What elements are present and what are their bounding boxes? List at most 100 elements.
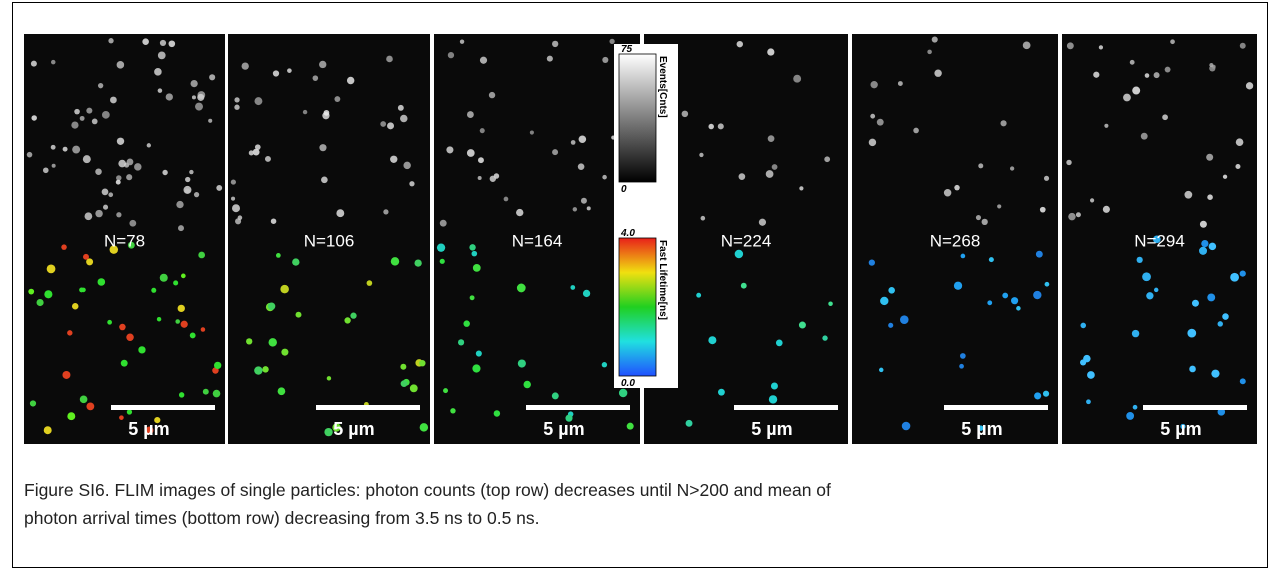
particle (738, 173, 746, 180)
particle (214, 361, 222, 370)
particle (1129, 59, 1135, 65)
particle (321, 176, 328, 184)
particle (390, 155, 398, 163)
particle (234, 104, 240, 110)
particle (1123, 93, 1131, 102)
particle (154, 68, 162, 76)
particle (334, 96, 341, 102)
particle (717, 388, 725, 396)
particle (577, 163, 585, 170)
particle (254, 366, 263, 375)
particle (120, 359, 128, 367)
colorbar-max: 75 (621, 44, 633, 55)
particle (1102, 205, 1110, 213)
particle (173, 280, 179, 286)
particle (601, 362, 608, 368)
particle (380, 121, 387, 127)
particle (447, 51, 455, 59)
particle (1153, 287, 1159, 293)
particle (189, 169, 194, 175)
particle (1170, 39, 1175, 45)
particle (195, 102, 203, 111)
particle (960, 253, 966, 259)
particle (626, 422, 634, 430)
particle (46, 264, 56, 274)
particle (870, 81, 878, 89)
particle (127, 241, 135, 249)
particle (119, 415, 124, 420)
particle (503, 196, 509, 202)
particle (469, 244, 476, 251)
particle (108, 192, 114, 198)
particle (95, 209, 103, 218)
scale-bar-label: 5 µm (751, 419, 792, 439)
particle (129, 219, 137, 227)
particle (1083, 354, 1091, 363)
particle (107, 319, 112, 325)
particle (602, 174, 607, 180)
particle (409, 384, 418, 393)
particle (1239, 270, 1246, 277)
particle (162, 169, 168, 176)
panel-label: N=78 (104, 231, 145, 250)
particle (126, 333, 134, 341)
particle (232, 204, 240, 213)
particle (414, 259, 422, 267)
particle (1086, 399, 1091, 405)
particle (366, 280, 373, 286)
particle (1201, 239, 1209, 248)
particle (1033, 290, 1042, 300)
panel-label: N=164 (512, 231, 563, 250)
particle (138, 346, 146, 354)
particle (988, 257, 994, 263)
particle (572, 207, 578, 212)
scale-bar (944, 405, 1048, 410)
caption: Figure SI6. FLIM images of single partic… (24, 480, 831, 528)
particle (1034, 392, 1042, 400)
particle (439, 219, 447, 227)
particle (609, 38, 615, 44)
colorbar-title: Events[Cnts] (657, 56, 668, 118)
particle (390, 257, 400, 266)
particle (71, 121, 79, 129)
particle (118, 159, 127, 168)
panel-label: N=224 (721, 231, 772, 250)
particle (252, 148, 260, 156)
particle (1043, 175, 1050, 181)
particle (190, 79, 198, 88)
particle (272, 70, 280, 77)
particle (159, 273, 168, 282)
particle (479, 56, 488, 64)
particle (1044, 281, 1050, 287)
particle (145, 426, 154, 435)
particle (1035, 250, 1043, 258)
particle (552, 40, 559, 48)
particle (1217, 321, 1223, 327)
particle (400, 380, 408, 388)
particle (953, 281, 963, 290)
particle (1199, 246, 1208, 255)
particle (191, 95, 196, 100)
particle (197, 93, 205, 101)
particle (824, 156, 831, 163)
scale-bar-label: 5 µm (961, 419, 1002, 439)
particle (740, 282, 747, 289)
particle (151, 287, 157, 293)
particle (1136, 256, 1143, 263)
particle (900, 315, 909, 324)
particle (1089, 198, 1095, 203)
particle (765, 170, 774, 178)
particle (241, 62, 249, 70)
particle (1093, 71, 1100, 78)
particle (386, 55, 393, 63)
particle (578, 135, 587, 144)
colorbar-min: 0.0 (621, 378, 635, 389)
particle (79, 287, 84, 293)
particle (185, 176, 191, 183)
particle (142, 38, 149, 45)
particle (960, 353, 966, 359)
particle (71, 302, 79, 310)
particle (488, 91, 496, 99)
particle (101, 188, 109, 196)
particle (582, 289, 591, 298)
